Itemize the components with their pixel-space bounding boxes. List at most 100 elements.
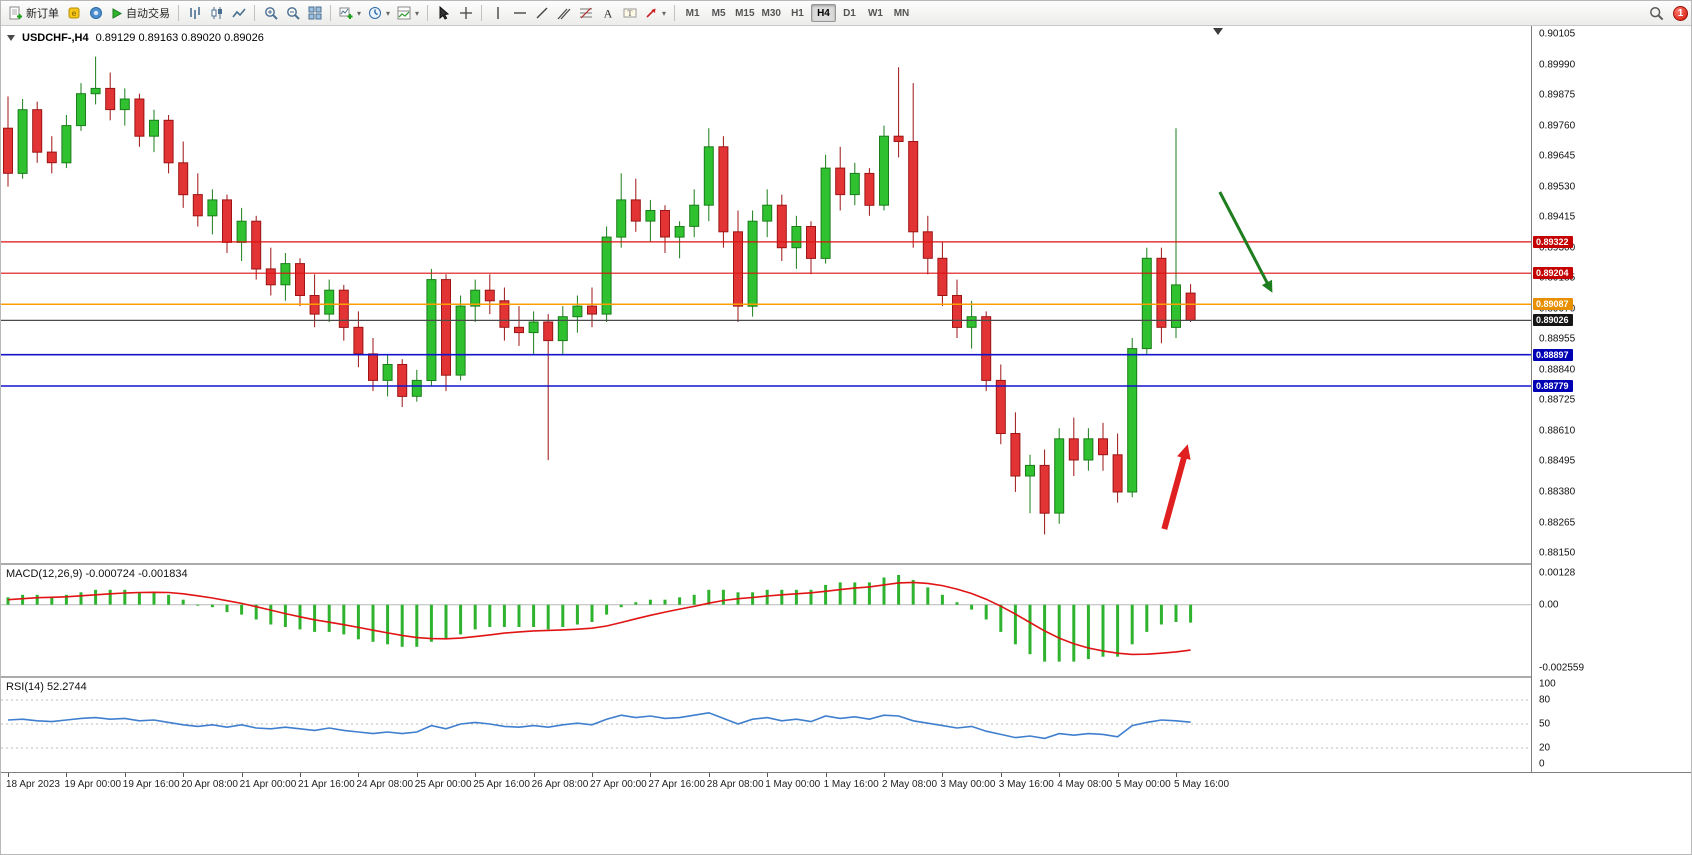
timeframe-button-mn[interactable]: MN	[893, 7, 910, 19]
price-axis[interactable]: 0.90105 0.89990 0.89875 0.89760 0.89645 0.895…	[1531, 26, 1691, 772]
time-tick-label: 3 May 16:00	[998, 779, 1054, 790]
time-tick	[416, 773, 418, 777]
timeframe-button-d1[interactable]: D1	[843, 7, 856, 19]
price-tick-label: 0.89990	[1539, 59, 1576, 70]
vertical-line-icon	[496, 7, 499, 19]
timeframe-button-m5[interactable]: M5	[711, 7, 726, 19]
macd-axis-label: 0.00128	[1539, 567, 1576, 579]
metaeditor-icon: e	[68, 7, 79, 19]
candlestick-chart[interactable]	[1, 26, 1531, 563]
toolbar-separator	[254, 5, 255, 21]
channel-icon	[557, 8, 570, 20]
chevron-down-icon: ▾	[386, 8, 391, 18]
candlestick-mode-button[interactable]	[206, 3, 227, 23]
timeframe-button-m15[interactable]: M15	[735, 7, 755, 19]
rsi-pane[interactable]: RSI(14) 52.2744	[1, 678, 1531, 772]
main-chart-pane[interactable]: USDCHF-,H4 0.89129 0.89163 0.89020 0.890…	[1, 26, 1531, 563]
search-icon	[1650, 6, 1664, 20]
community-button[interactable]	[85, 3, 106, 23]
rsi-axis-label: 50	[1539, 718, 1551, 730]
metaeditor-button[interactable]: e	[63, 3, 84, 23]
new-order-icon	[9, 6, 22, 20]
time-axis[interactable]: 18 Apr 2023 19 Apr 00:00 19 Apr 16:00 20 Ap…	[1, 772, 1691, 793]
timeframe-button-h1[interactable]: H1	[791, 7, 804, 19]
pane-separator[interactable]	[1, 676, 1691, 678]
vline-tool-button[interactable]	[487, 3, 508, 23]
time-tick-label: 1 May 00:00	[765, 779, 821, 790]
time-tick	[475, 773, 477, 777]
arrow-objects-button[interactable]: ▾	[641, 3, 669, 23]
time-tick	[825, 773, 827, 777]
time-tick	[1059, 773, 1061, 777]
hline-tool-button[interactable]	[509, 3, 530, 23]
collapse-triangle-icon[interactable]	[7, 35, 15, 41]
macd-pane[interactable]: MACD(12,26,9) -0.000724 -0.001834	[1, 565, 1531, 676]
chevron-down-icon: ▾	[662, 8, 667, 18]
zoom-in-button[interactable]	[260, 3, 281, 23]
time-tick-label: 5 May 16:00	[1174, 779, 1230, 790]
zoom-in-icon	[264, 7, 278, 20]
text-label-icon: T	[623, 8, 637, 18]
tile-windows-button[interactable]	[304, 3, 325, 23]
toolbar-separator	[330, 5, 331, 21]
down-trend-arrow[interactable]	[1218, 191, 1271, 287]
footer-space	[1, 793, 1691, 854]
time-tick	[650, 773, 652, 777]
price-tick-label: 0.89645	[1539, 150, 1576, 162]
trendline-tool-button[interactable]	[531, 3, 552, 23]
crosshair-tool-button[interactable]	[455, 3, 476, 23]
time-tick	[708, 773, 710, 777]
time-tick-label: 27 Apr 00:00	[590, 779, 647, 790]
auto-trading-icon	[112, 7, 123, 19]
text-icon: A	[603, 7, 612, 21]
fibonacci-tool-button[interactable]	[575, 3, 596, 23]
rsi-chart	[1, 699, 1531, 749]
time-tick	[241, 773, 243, 777]
toolbar-separator	[178, 5, 179, 21]
time-tick-label: 25 Apr 16:00	[473, 779, 530, 790]
notification-badge[interactable]: 1	[1673, 5, 1688, 21]
chart-title: USDCHF-,H4 0.89129 0.89163 0.89020 0.890…	[7, 32, 264, 44]
zoom-out-button[interactable]	[282, 3, 303, 23]
time-tick	[1000, 773, 1002, 777]
up-reversal-arrow-head	[1177, 444, 1191, 460]
chart-shift-marker[interactable]	[1213, 28, 1223, 35]
new-chart-button[interactable]: ▾	[336, 3, 364, 23]
bar-chart-mode-button[interactable]	[184, 3, 205, 23]
channel-tool-button[interactable]	[553, 3, 574, 23]
time-tick-label: 19 Apr 16:00	[122, 779, 180, 790]
price-tick-label: 0.89875	[1539, 89, 1576, 101]
rsi-label: RSI(14) 52.2744	[6, 681, 87, 693]
ohlc-quote-label: 0.89129 0.89163 0.89020 0.89026	[95, 32, 264, 44]
pane-separator[interactable]	[1, 563, 1691, 565]
time-tick	[358, 773, 360, 777]
time-tick	[1117, 773, 1119, 777]
new-order-button[interactable]: 新订单	[6, 3, 62, 23]
price-tag-0.89087: 0.89087	[1533, 298, 1573, 311]
price-tick-label: 0.88265	[1539, 517, 1576, 528]
price-tick-label: 0.88150	[1539, 547, 1576, 559]
text-tool-button[interactable]: A	[597, 3, 618, 23]
indicators-button[interactable]: ▾	[394, 3, 422, 23]
time-tick	[592, 773, 593, 777]
search-button[interactable]	[1646, 3, 1667, 23]
timeframe-button-m1[interactable]: M1	[685, 7, 700, 19]
symbol-period-label: USDCHF-,H4	[22, 32, 89, 44]
periods-button[interactable]: ▾	[365, 3, 393, 23]
line-chart-mode-button[interactable]	[228, 3, 249, 23]
timeframe-button-m30[interactable]: M30	[761, 7, 781, 19]
time-tick-label: 21 Apr 00:00	[239, 779, 297, 790]
auto-trading-button[interactable]: 自动交易	[107, 3, 173, 23]
bar-chart-icon	[189, 7, 200, 19]
auto-trading-label: 自动交易	[126, 8, 170, 20]
text-label-tool-button[interactable]: T	[619, 3, 640, 23]
cursor-tool-button[interactable]	[433, 3, 454, 23]
price-tag-0.88897: 0.88897	[1533, 348, 1573, 361]
up-reversal-arrow[interactable]	[1161, 452, 1188, 530]
timeframe-button-w1[interactable]: W1	[867, 7, 883, 19]
time-tick-label: 28 Apr 08:00	[706, 779, 764, 790]
timeframe-button-h4[interactable]: H4	[810, 4, 836, 22]
price-tick-label: 0.89530	[1539, 181, 1576, 193]
time-tick-label: 5 May 00:00	[1115, 779, 1171, 790]
time-tick	[884, 773, 885, 777]
